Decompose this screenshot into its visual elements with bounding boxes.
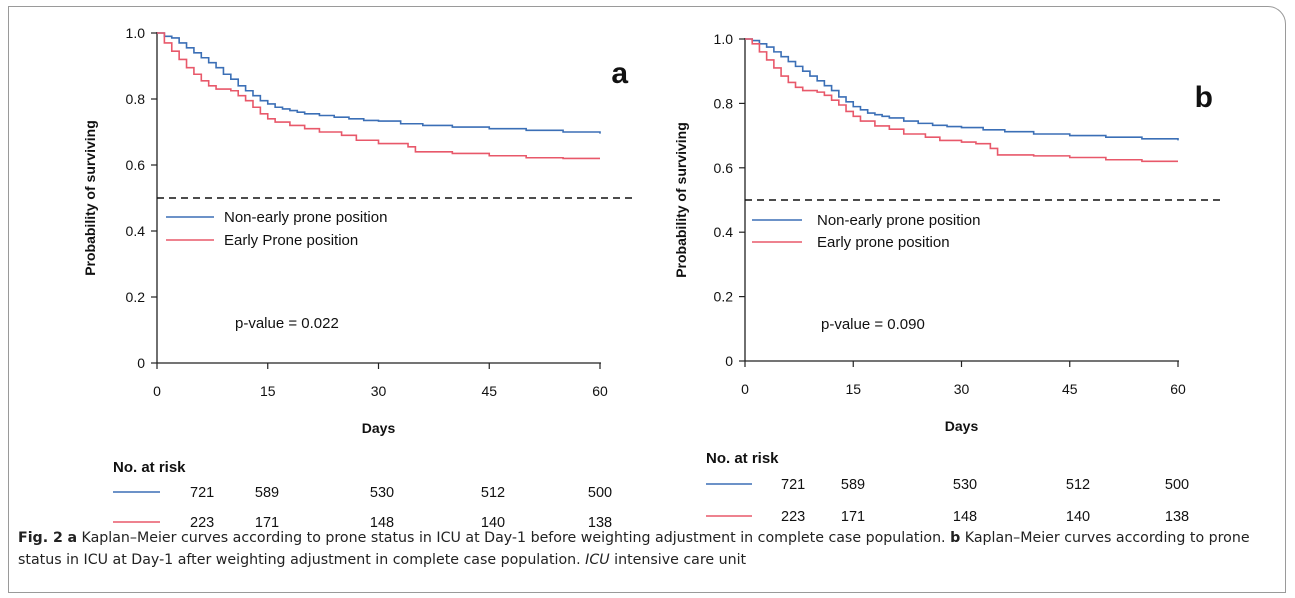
panel-b-p-value: p-value = 0.090 <box>821 316 925 333</box>
panel-a-risk-count: 171 <box>255 515 279 531</box>
caption-b-text: Kaplan–Meier curves according to prone s… <box>18 530 1250 568</box>
panel-b-y-tick-label: 1.0 <box>714 31 734 47</box>
panel-b-risk-count: 589 <box>841 477 865 493</box>
caption-b-label: b <box>950 530 961 546</box>
panel-a-legend-label: Non-early prone position <box>224 209 387 226</box>
panel-b-risk-count: 721 <box>781 477 805 493</box>
panel-b-km-curve-early <box>745 38 1178 163</box>
panel-b-x-tick-label: 60 <box>1170 381 1186 397</box>
panel-a-km-curve-early <box>157 32 600 160</box>
panel-b-x-tick-label: 15 <box>845 381 861 397</box>
panel-a-risk-table-title: No. at risk <box>113 459 186 476</box>
caption-fig-label: Fig. 2 <box>18 530 63 546</box>
panel-a-y-tick-label: 0.8 <box>126 91 146 107</box>
panel-a-legend-label: Early Prone position <box>224 232 358 249</box>
panel-a-x-tick-label: 60 <box>592 383 608 399</box>
panel-b-x-tick-label: 30 <box>954 381 970 397</box>
panel-a-y-axis-title: Probability of surviving <box>82 120 98 276</box>
panel-b-x-axis-title: Days <box>945 418 979 434</box>
panel-a-y-tick-label: 0 <box>137 355 145 371</box>
panel-a-x-tick-label: 30 <box>371 383 387 399</box>
panel-b-y-tick-label: 0.6 <box>714 160 734 176</box>
panel-a-x-tick-label: 15 <box>260 383 276 399</box>
panel-a-x-axis-title: Days <box>362 420 396 436</box>
panel-b-risk-count: 500 <box>1165 477 1189 493</box>
panel-b-y-tick-label: 0.8 <box>714 95 734 111</box>
panel-a-km-curve-non-early <box>157 32 601 134</box>
panel-a-y-tick-label: 0.4 <box>126 223 146 239</box>
panel-b-risk-count: 138 <box>1165 509 1189 525</box>
panel-b-risk-count: 148 <box>953 509 977 525</box>
panel-a-risk-count: 721 <box>190 485 214 501</box>
panel-b-risk-count: 512 <box>1066 477 1090 493</box>
panel-a-risk-count: 148 <box>370 515 394 531</box>
panel-a-risk-count: 500 <box>588 485 612 501</box>
panel-a-x-tick-label: 0 <box>153 383 161 399</box>
panel-a-x-tick-label: 45 <box>481 383 497 399</box>
panel-a-risk-count: 223 <box>190 515 214 531</box>
panel-b-y-tick-label: 0.4 <box>714 224 734 240</box>
caption-a-text: Kaplan–Meier curves according to prone s… <box>81 530 946 546</box>
panel-b-y-axis-title: Probability of surviving <box>673 122 689 278</box>
panel-b-x-tick-label: 0 <box>741 381 749 397</box>
panel-a-y-tick-label: 0.2 <box>126 289 146 305</box>
panel-b-y-tick-label: 0.2 <box>714 289 734 305</box>
panel-b-risk-table-title: No. at risk <box>706 450 779 467</box>
panel-a-risk-count: 138 <box>588 515 612 531</box>
panel-b-legend-label: Early prone position <box>817 234 950 251</box>
panel-a-risk-count: 530 <box>370 485 394 501</box>
panel-b-panel-label: b <box>1195 81 1213 114</box>
panel-a-risk-count: 140 <box>481 515 505 531</box>
caption-abbr: ICU <box>585 552 610 568</box>
panel-b-x-tick-label: 45 <box>1062 381 1078 397</box>
caption-a-label: a <box>67 530 78 546</box>
panel-b-risk-count: 530 <box>953 477 977 493</box>
panel-b-risk-count: 140 <box>1066 509 1090 525</box>
panel-a-p-value: p-value = 0.022 <box>235 315 339 332</box>
panel-b-km-curve-non-early <box>745 38 1179 141</box>
panel-a-risk-count: 589 <box>255 485 279 501</box>
panel-a-risk-count: 512 <box>481 485 505 501</box>
panel-a-y-tick-label: 0.6 <box>126 157 146 173</box>
figure-frame <box>8 6 1286 593</box>
panel-b-legend-label: Non-early prone position <box>817 212 980 229</box>
panel-a-y-tick-label: 1.0 <box>126 25 146 41</box>
caption-abbr-text: intensive care unit <box>614 552 747 568</box>
panel-b-risk-count: 223 <box>781 509 805 525</box>
figure-caption: Fig. 2 a Kaplan–Meier curves according t… <box>18 527 1280 571</box>
panel-a-panel-label: a <box>611 57 628 90</box>
panel-b-y-tick-label: 0 <box>725 353 733 369</box>
panel-b-risk-count: 171 <box>841 509 865 525</box>
